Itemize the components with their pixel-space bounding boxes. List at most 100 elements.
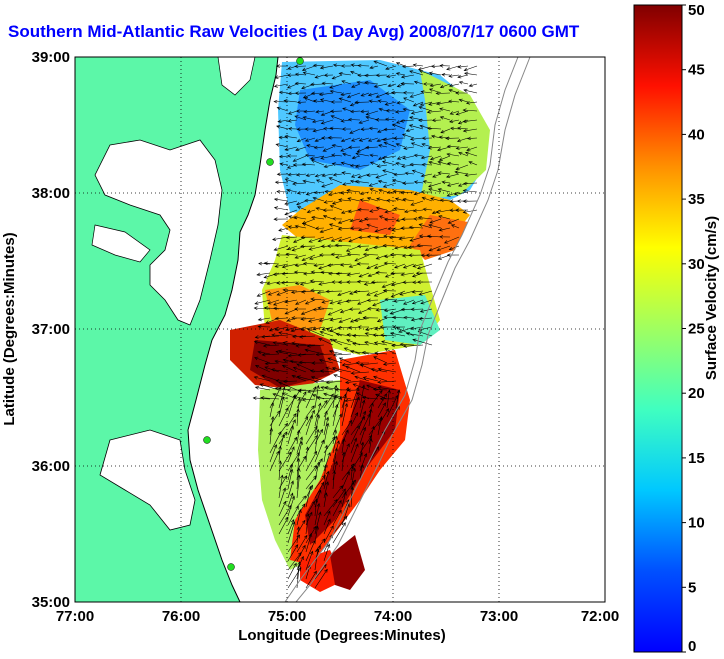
velocity-arrow [293, 215, 307, 220]
velocity-arrow [321, 173, 334, 178]
velocity-arrow [417, 216, 433, 220]
velocity-arrow [418, 106, 433, 112]
velocity-arrow [305, 475, 317, 490]
velocity-arrow [314, 568, 328, 589]
y-tick-label: 35:00 [32, 594, 70, 611]
velocity-arrow [391, 123, 406, 130]
velocity-arrow [418, 317, 433, 321]
velocity-arrow [402, 263, 415, 269]
velocity-arrow [283, 99, 298, 103]
velocity-arrow [421, 136, 433, 140]
velocity-arrow [367, 137, 379, 142]
velocity-arrow [368, 182, 379, 187]
velocity-arrow [412, 101, 424, 107]
velocity-arrow [366, 263, 379, 270]
velocity-arrow [328, 349, 343, 355]
velocity-arrow [301, 398, 316, 402]
velocity-arrow [334, 243, 352, 248]
velocity-arrow [305, 500, 315, 517]
velocity-arrow [455, 208, 469, 212]
velocity-arrow [396, 83, 406, 88]
velocity-arrow [256, 272, 271, 277]
velocity-arrow [437, 188, 451, 193]
velocity-arrow [462, 209, 478, 214]
colorbar-tick-label: 35 [688, 191, 705, 208]
velocity-arrow [320, 155, 334, 160]
velocity-arrow [383, 261, 397, 266]
velocity-arrow [412, 338, 433, 346]
velocity-arrow [276, 172, 289, 176]
velocity-arrow [318, 92, 334, 97]
velocity-arrow [375, 92, 388, 98]
velocity-arrow [332, 485, 344, 499]
velocity-arrow [423, 82, 432, 86]
velocity-arrow [416, 263, 433, 270]
velocity-arrow [352, 342, 370, 346]
velocity-arrow [278, 451, 292, 472]
velocity-arrow [340, 161, 352, 166]
velocity-arrow [314, 474, 326, 490]
velocity-arrow [330, 100, 342, 104]
velocity-arrow [301, 83, 316, 90]
velocity-arrow [259, 280, 271, 285]
velocity-arrow [303, 109, 316, 114]
velocity-arrow [291, 334, 307, 339]
velocity-arrow [373, 375, 388, 382]
velocity-arrow [374, 227, 388, 233]
velocity-arrow [350, 371, 370, 375]
velocity-arrow [347, 209, 361, 214]
velocity-arrow [278, 381, 298, 391]
velocity-arrow [398, 236, 415, 241]
velocity-arrow [274, 386, 289, 391]
velocity-arrow [310, 82, 325, 87]
velocity-arrow [296, 429, 301, 445]
velocity-arrow [411, 169, 424, 175]
velocity-arrow [381, 281, 397, 288]
velocity-arrow [288, 127, 298, 131]
velocity-arrow [402, 197, 415, 202]
velocity-arrow [375, 308, 388, 312]
velocity-arrow [401, 133, 415, 139]
velocity-arrow [269, 450, 280, 472]
velocity-arrow [462, 189, 478, 193]
velocity-arrow [257, 317, 271, 322]
velocity-arrow [304, 348, 325, 355]
velocity-arrow [455, 164, 469, 171]
velocity-arrow [357, 73, 370, 78]
velocity-arrow [383, 254, 397, 259]
velocity-arrow [254, 356, 271, 364]
velocity-arrow [400, 226, 415, 230]
velocity-arrow [296, 440, 303, 463]
velocity-arrow [364, 73, 379, 78]
velocity-arrow [313, 99, 325, 103]
velocity-arrow [415, 271, 433, 275]
velocity-arrow [305, 386, 317, 409]
velocity-arrow [278, 386, 286, 409]
velocity-arrow [372, 299, 388, 307]
velocity-arrow [276, 290, 289, 296]
velocity-arrow [428, 223, 442, 229]
velocity-arrow [377, 393, 387, 409]
velocity-arrow [273, 197, 289, 202]
velocity-arrow [404, 171, 415, 176]
station-marker [203, 436, 211, 444]
velocity-arrow [306, 344, 325, 348]
velocity-arrow [329, 205, 343, 211]
velocity-arrow [410, 200, 424, 206]
velocity-arrow [284, 200, 298, 206]
velocity-arrow [377, 179, 388, 184]
velocity-arrow [256, 290, 271, 297]
velocity-arrow [446, 144, 460, 149]
velocity-arrow [375, 393, 388, 400]
velocity-arrow [385, 65, 397, 70]
velocity-arrow [445, 136, 460, 141]
velocity-arrow [383, 308, 397, 313]
velocity-arrow [387, 226, 397, 231]
velocity-arrow [300, 244, 316, 249]
velocity-arrow [383, 234, 397, 239]
velocity-arrow [287, 172, 298, 177]
velocity-arrow [373, 60, 388, 67]
velocity-arrow [302, 261, 316, 266]
velocity-arrow [269, 431, 282, 454]
x-tick-label: 75:00 [268, 608, 306, 625]
